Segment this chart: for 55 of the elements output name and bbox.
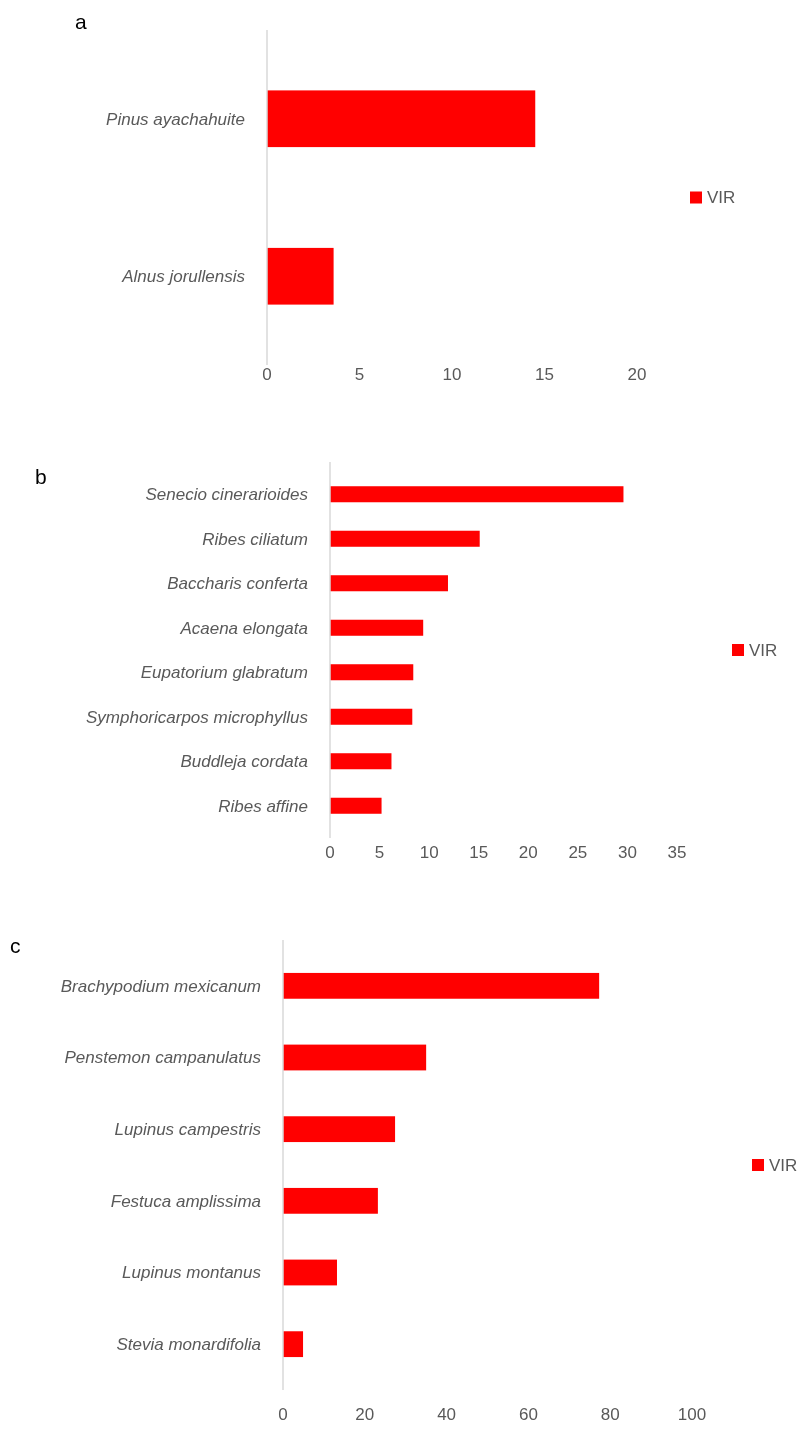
x-tick-label: 0 <box>278 1405 288 1424</box>
bar <box>283 972 600 999</box>
legend-label: VIR <box>707 188 736 208</box>
legend-label: VIR <box>749 640 778 660</box>
x-tick-label: 30 <box>617 843 637 862</box>
y-tick-label: Lupinus montanus <box>122 1263 262 1283</box>
x-tick-label: 0 <box>262 365 272 384</box>
bar <box>330 530 480 547</box>
y-tick-label: Ribes ciliatum <box>202 529 308 549</box>
y-tick-label: Baccharis conferta <box>167 574 308 594</box>
y-tick-label: Ribes affine <box>218 796 308 816</box>
y-tick-label: Lupinus campestris <box>114 1120 262 1140</box>
y-tick-label: Stevia monardifolia <box>116 1335 261 1355</box>
bar <box>330 575 448 592</box>
bar <box>330 708 413 725</box>
bar <box>283 1259 337 1286</box>
y-tick-label: Penstemon campanulatus <box>64 1048 262 1068</box>
y-tick-label: Senecio cinerarioides <box>145 485 309 505</box>
y-tick-label: Pinus ayachahuite <box>106 109 245 129</box>
x-tick-label: 60 <box>518 1405 538 1424</box>
bar <box>283 1044 427 1071</box>
bar <box>283 1116 396 1143</box>
text: a <box>75 10 87 34</box>
y-tick-label: Eupatorium glabratum <box>140 663 308 683</box>
y-tick-label: Alnus jorullensis <box>121 267 246 287</box>
x-tick-label: 20 <box>627 365 647 384</box>
x-tick-label: 20 <box>355 1405 375 1424</box>
x-tick-label: 5 <box>374 843 385 862</box>
bar <box>283 1187 378 1214</box>
bar <box>283 1331 304 1358</box>
x-tick-label: 20 <box>518 843 538 862</box>
y-tick-label: Symphoricarpos microphyllus <box>85 707 309 727</box>
x-tick-label: 100 <box>677 1405 707 1424</box>
y-tick-label: Festuca amplissima <box>110 1191 261 1211</box>
x-tick-label: 5 <box>354 365 365 384</box>
text: b <box>35 465 47 489</box>
x-tick-label: 80 <box>600 1405 620 1424</box>
bar <box>330 486 624 503</box>
x-tick-label: 40 <box>437 1405 457 1424</box>
text: c <box>10 934 21 958</box>
x-tick-label: 10 <box>442 365 462 384</box>
y-tick-label: Brachypodium mexicanum <box>60 976 261 996</box>
x-tick-label: 10 <box>419 843 439 862</box>
bar <box>330 664 414 681</box>
bar <box>330 797 382 814</box>
x-tick-label: 35 <box>667 843 687 862</box>
bar <box>330 753 392 770</box>
x-tick-label: 15 <box>469 843 489 862</box>
x-tick-label: 0 <box>325 843 335 862</box>
y-tick-label: Buddleja cordata <box>180 752 308 772</box>
bar <box>330 619 424 636</box>
x-tick-label: 15 <box>535 365 554 384</box>
y-tick-label: Acaena elongata <box>179 618 308 638</box>
x-tick-label: 25 <box>568 843 588 862</box>
legend-label: VIR <box>769 1155 798 1175</box>
